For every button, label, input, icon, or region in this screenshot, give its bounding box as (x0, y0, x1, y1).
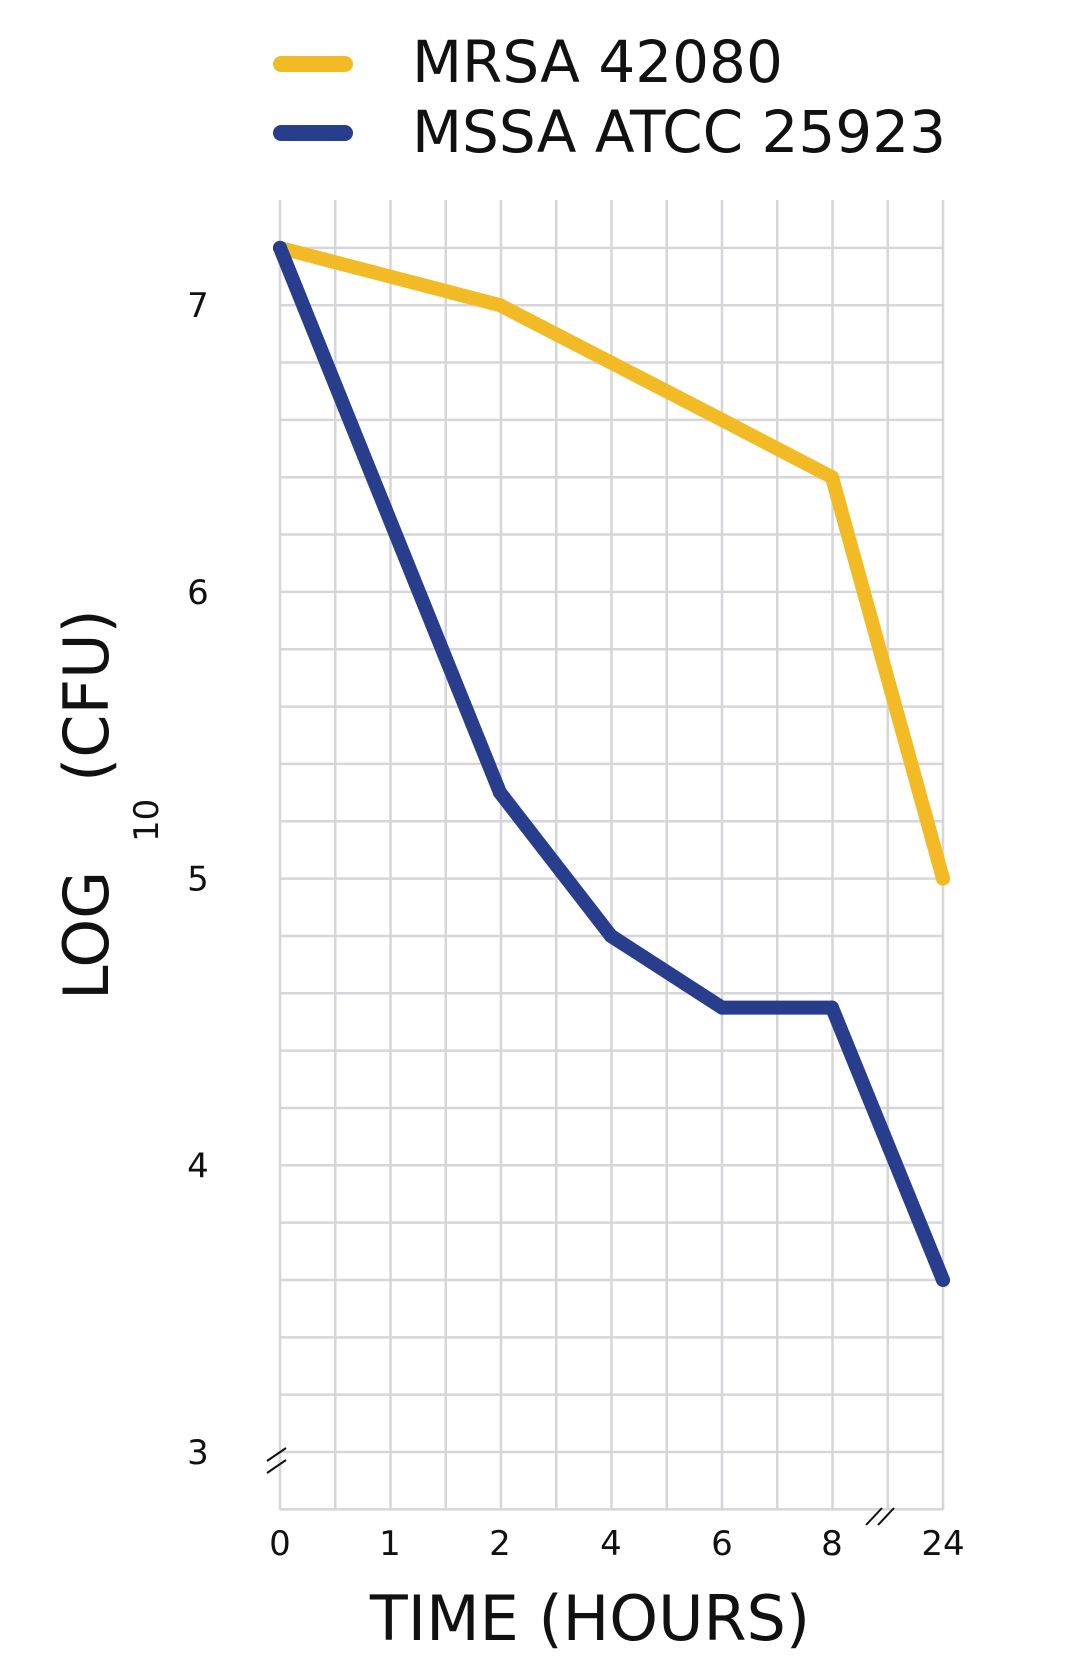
x-axis-title: TIME (HOURS) (369, 1582, 810, 1655)
grid (278, 200, 945, 1511)
data-point-mrsa (936, 871, 950, 886)
data-point-mssa (493, 785, 507, 800)
y-axis-break-mark (266, 1447, 287, 1474)
data-point-mssa (936, 1272, 950, 1287)
x-tick-label: 4 (600, 1524, 622, 1564)
legend-label-mrsa: MRSA 42080 (412, 28, 783, 96)
x-tick-label: 0 (269, 1524, 291, 1564)
data-point-mssa (715, 1000, 729, 1015)
legend-label-mssa: MSSA ATCC 25923 (412, 98, 946, 166)
series-line-mssa (273, 240, 950, 1287)
data-point-mrsa (715, 412, 729, 427)
y-axis-title-main: LOG (50, 871, 123, 1000)
x-tick-label: 2 (489, 1524, 511, 1564)
y-axis-title-unit: (CFU) (50, 609, 123, 782)
x-tick-label: 8 (821, 1524, 843, 1564)
data-point-mrsa (493, 298, 507, 313)
data-point-mrsa (825, 470, 839, 485)
x-tick-label: 24 (921, 1524, 964, 1564)
data-point-mssa (825, 1000, 839, 1015)
x-tick-label: 1 (379, 1524, 401, 1564)
data-point-mssa (273, 240, 287, 255)
y-tick-label: 3 (187, 1433, 209, 1473)
series-line-mrsa (273, 240, 950, 886)
legend: MRSA 42080 MSSA ATCC 25923 (273, 28, 946, 166)
y-tick-label: 7 (187, 286, 209, 326)
y-tick-labels: 3 4 5 6 7 (187, 286, 209, 1473)
x-axis-break-mark (865, 1507, 895, 1526)
y-axis-title: LOG 10 (CFU) (50, 609, 167, 1000)
x-tick-label: 6 (711, 1524, 733, 1564)
data-point-mrsa (604, 355, 618, 370)
y-tick-label: 4 (187, 1146, 209, 1186)
data-point-mssa (604, 928, 618, 943)
series-layer (273, 240, 950, 1287)
y-tick-label: 5 (187, 860, 209, 900)
y-axis-title-subscript: 10 (127, 799, 167, 842)
x-tick-labels: 0 1 2 4 6 8 24 (269, 1524, 964, 1564)
y-tick-label: 6 (187, 573, 209, 613)
